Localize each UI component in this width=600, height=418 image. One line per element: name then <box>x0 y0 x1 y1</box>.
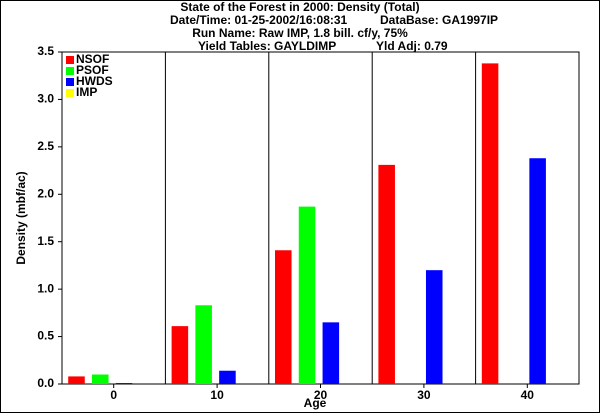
bar <box>529 158 546 384</box>
y-tick-label: 2.5 <box>37 139 54 153</box>
legend-swatch <box>66 78 74 86</box>
legend-label: PSOF <box>76 63 109 77</box>
x-tick-label: 10 <box>210 388 224 402</box>
chart-title: State of the Forest in 2000: Density (To… <box>180 0 419 14</box>
y-tick-label: 1.0 <box>37 281 54 295</box>
bar <box>378 164 395 384</box>
y-tick-label: 3.0 <box>37 92 54 106</box>
x-axis-label: Age <box>304 396 327 410</box>
legend-swatch <box>66 89 74 97</box>
bar <box>115 383 133 384</box>
bar <box>219 370 236 384</box>
bar <box>171 326 189 384</box>
bar <box>425 270 443 384</box>
bar <box>275 250 292 384</box>
subtitle: Yield Tables: GAYLDIMP <box>198 39 336 53</box>
subtitle: Date/Time: 01-25-2002/16:08:31 <box>170 13 348 27</box>
y-tick-label: 3.5 <box>37 44 54 58</box>
subtitle: Run Name: Raw IMP, 1.8 bill. cf/y, 75% <box>192 26 408 40</box>
y-tick-label: 0.5 <box>37 329 54 343</box>
bar <box>91 374 109 384</box>
x-tick-label: 30 <box>417 388 431 402</box>
y-tick-label: 2.0 <box>37 186 54 200</box>
x-tick-label: 0 <box>110 388 117 402</box>
y-tick-label: 0.0 <box>37 376 54 390</box>
legend-label: IMP <box>76 85 97 99</box>
legend-label: HWDS <box>76 74 113 88</box>
legend-swatch <box>66 56 74 64</box>
subtitle: Yld Adj: 0.79 <box>376 39 448 53</box>
legend-swatch <box>66 67 74 75</box>
x-tick-label: 20 <box>314 388 328 402</box>
legend-label: NSOF <box>76 52 109 66</box>
y-axis-label: Density (mbf/ac) <box>14 171 28 264</box>
bar <box>195 305 212 384</box>
subtitle: DataBase: GA1997IP <box>380 13 498 27</box>
bar <box>322 322 340 384</box>
bar <box>481 63 499 384</box>
bar <box>68 376 85 384</box>
bar <box>298 206 316 384</box>
x-tick-label: 40 <box>521 388 535 402</box>
y-tick-label: 1.5 <box>37 234 54 248</box>
